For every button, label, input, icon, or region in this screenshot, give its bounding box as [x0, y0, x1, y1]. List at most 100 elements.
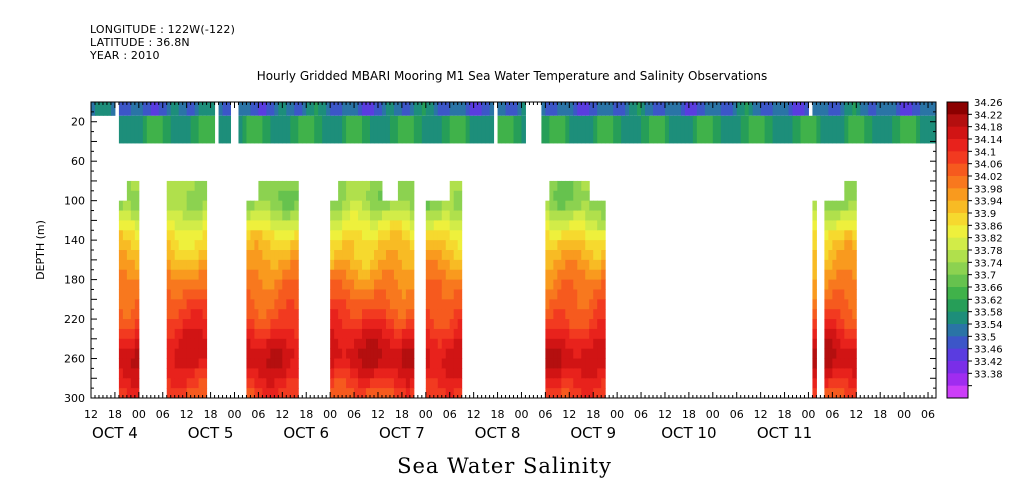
salinity-cell — [824, 358, 829, 369]
salinity-cell — [397, 368, 403, 379]
salinity-cell — [350, 250, 355, 261]
surface-cell — [637, 102, 642, 116]
salinity-cell — [545, 368, 550, 379]
salinity-cell — [409, 210, 415, 221]
x-tick-label: 18 — [873, 408, 887, 421]
salinity-cell — [166, 299, 172, 310]
salinity-cell — [453, 279, 459, 290]
salinity-cell — [182, 190, 188, 202]
salinity-cell — [262, 240, 267, 251]
surface-cell — [804, 115, 809, 144]
salinity-cell — [836, 269, 841, 281]
surface-cell — [892, 102, 897, 116]
surface-cell — [752, 102, 758, 116]
salinity-cell — [828, 210, 833, 221]
salinity-cell — [832, 250, 837, 261]
salinity-cell — [844, 348, 849, 360]
surface-cell — [306, 102, 311, 116]
salinity-cell — [581, 289, 586, 300]
salinity-cell — [134, 299, 140, 310]
salinity-cell — [457, 190, 463, 202]
salinity-cell — [174, 309, 180, 320]
salinity-cell — [166, 319, 172, 330]
salinity-cell — [362, 309, 367, 320]
salinity-cell — [401, 210, 407, 221]
salinity-cell — [198, 269, 204, 281]
salinity-cell — [457, 309, 463, 320]
surface-cell — [724, 102, 730, 116]
salinity-cell — [401, 269, 407, 281]
salinity-cell — [350, 210, 355, 221]
salinity-cell — [597, 388, 602, 399]
salinity-cell — [585, 230, 590, 241]
salinity-cell — [278, 378, 283, 389]
surface-cell — [840, 102, 845, 116]
salinity-cell — [262, 230, 267, 241]
surface-cell — [696, 115, 702, 144]
surface-cell — [262, 102, 267, 116]
salinity-cell — [569, 358, 574, 369]
salinity-cell — [844, 289, 849, 300]
salinity-cell — [425, 328, 431, 340]
salinity-cell — [198, 279, 204, 290]
salinity-cell — [246, 388, 251, 399]
salinity-cell — [589, 240, 594, 251]
salinity-cell — [389, 259, 395, 271]
salinity-cell — [278, 348, 283, 360]
colorbar-swatch — [947, 114, 968, 128]
salinity-cell — [190, 378, 196, 389]
salinity-cell — [597, 358, 602, 369]
surface-cell — [370, 115, 375, 144]
surface-cell — [194, 115, 200, 144]
salinity-cell — [549, 240, 554, 251]
salinity-cell — [294, 200, 299, 212]
salinity-cell — [186, 210, 192, 221]
salinity-cell — [194, 358, 200, 369]
salinity-cell — [852, 180, 857, 192]
salinity-cell — [577, 338, 582, 350]
salinity-cell — [453, 338, 459, 350]
surface-cell — [94, 102, 100, 116]
salinity-cell — [828, 240, 833, 251]
salinity-cell — [597, 269, 602, 281]
surface-cell — [405, 115, 411, 144]
salinity-cell — [593, 250, 598, 261]
salinity-cell — [577, 388, 582, 399]
salinity-cell — [828, 358, 833, 369]
surface-cell — [441, 115, 447, 144]
salinity-cell — [840, 279, 845, 290]
salinity-cell — [429, 388, 435, 399]
surface-cell — [346, 115, 351, 144]
salinity-cell — [389, 358, 395, 369]
salinity-cell — [569, 269, 574, 281]
salinity-cell — [126, 299, 132, 310]
salinity-cell — [377, 259, 383, 271]
salinity-cell — [577, 180, 582, 192]
salinity-cell — [453, 269, 459, 281]
salinity-cell — [118, 328, 124, 340]
surface-cell — [290, 102, 295, 116]
colorbar-swatch — [947, 126, 968, 140]
salinity-cell — [122, 328, 128, 340]
surface-cell — [437, 102, 443, 116]
surface-cell — [824, 102, 829, 116]
salinity-cell — [437, 259, 443, 271]
salinity-cell — [342, 388, 347, 399]
salinity-cell — [385, 220, 391, 231]
surface-cell — [613, 102, 618, 116]
salinity-cell — [561, 180, 566, 192]
salinity-cell — [581, 358, 586, 369]
salinity-cell — [557, 279, 562, 290]
salinity-cell — [350, 200, 355, 212]
salinity-cell — [569, 210, 574, 221]
salinity-cell — [258, 180, 263, 192]
salinity-cell — [202, 319, 208, 330]
salinity-cell — [346, 240, 351, 251]
salinity-cell — [250, 358, 255, 369]
salinity-cell — [258, 240, 263, 251]
salinity-cell — [246, 319, 251, 330]
x-tick-label: 00 — [706, 408, 720, 421]
variable-title: Sea Water Salinity — [397, 454, 612, 478]
surface-cell — [920, 115, 925, 144]
salinity-cell — [561, 299, 566, 310]
